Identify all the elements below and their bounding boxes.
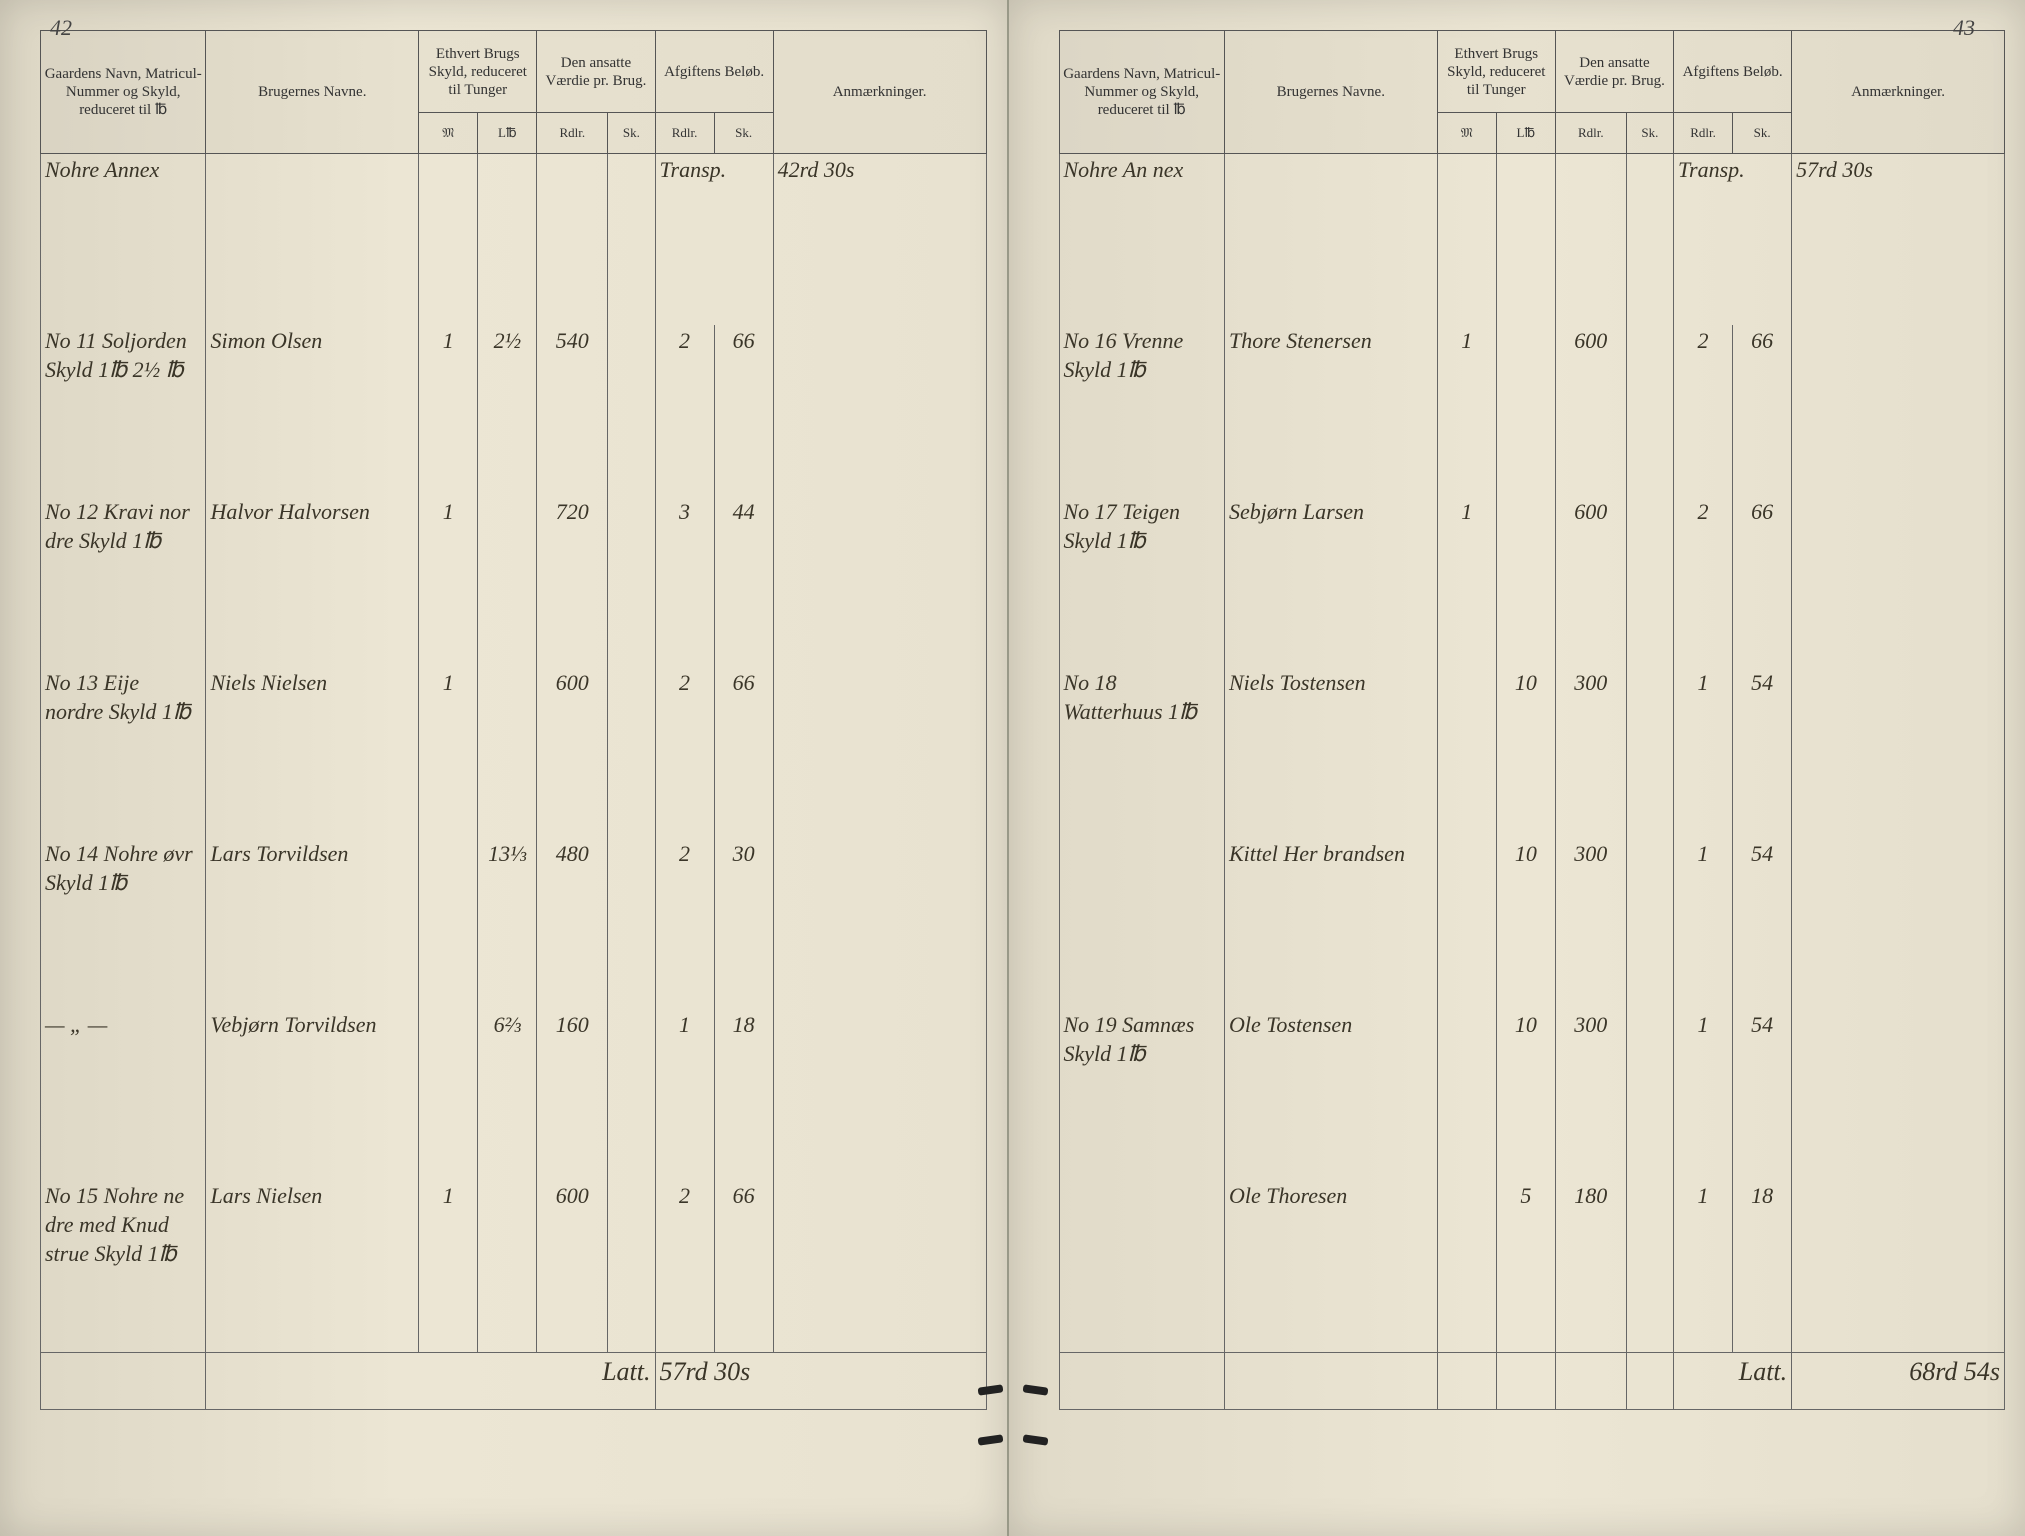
ledger-table-right: Gaardens Navn, Matricul-Nummer og Skyld,… <box>1059 30 2006 1410</box>
ledger-book: 42 Gaardens Navn, Matricul-Nummer og Sky… <box>0 0 2025 1536</box>
col-skyld: Ethvert Brugs Skyld, reduceret til Tunge… <box>419 31 537 113</box>
latt-val-right: 68rd 54s <box>1792 1352 2005 1409</box>
latt-label-right: Latt. <box>1674 1352 1792 1409</box>
col-vaerdi-r: Rdlr. <box>537 113 608 154</box>
left-page: 42 Gaardens Navn, Matricul-Nummer og Sky… <box>0 0 1009 1536</box>
binding-clip-icon <box>983 1426 1043 1456</box>
transport-label: Transp. <box>655 154 773 326</box>
col-vaerdi: Den ansatte Værdie pr. Brug. <box>537 31 655 113</box>
binding-clip-icon <box>983 1376 1043 1406</box>
col-skyld-l: L℔ <box>478 113 537 154</box>
col-afgift: Afgiftens Beløb. <box>655 31 773 113</box>
col-vaerdi-s: Sk. <box>608 113 655 154</box>
col-gaard: Gaardens Navn, Matricul-Nummer og Skyld,… <box>41 31 206 154</box>
cell-gaard: No 11 Soljorden Skyld 1℔ 2½ ℔ <box>41 325 206 496</box>
latt-label-left: Latt. <box>206 1352 655 1409</box>
section-title-right: Nohre An nex <box>1059 154 1224 326</box>
col-afgift-s: Sk. <box>714 113 773 154</box>
col-bruger: Brugernes Navne. <box>206 31 419 154</box>
page-number-left: 42 <box>50 15 72 41</box>
section-title-left: Nohre Annex <box>41 154 206 326</box>
cell-bruger: Simon Olsen <box>206 325 419 496</box>
transport-val: 42rd 30s <box>773 154 986 326</box>
ledger-table-left: Gaardens Navn, Matricul-Nummer og Skyld,… <box>40 30 987 1410</box>
right-page: 43 Gaardens Navn, Matricul-Nummer og Sky… <box>1009 0 2025 1536</box>
col-skyld-m: 𝔐 <box>419 113 478 154</box>
page-number-right: 43 <box>1953 15 1975 41</box>
col-anm: Anmærkninger. <box>773 31 986 154</box>
col-afgift-r: Rdlr. <box>655 113 714 154</box>
latt-val-left: 57rd 30s <box>655 1352 986 1409</box>
